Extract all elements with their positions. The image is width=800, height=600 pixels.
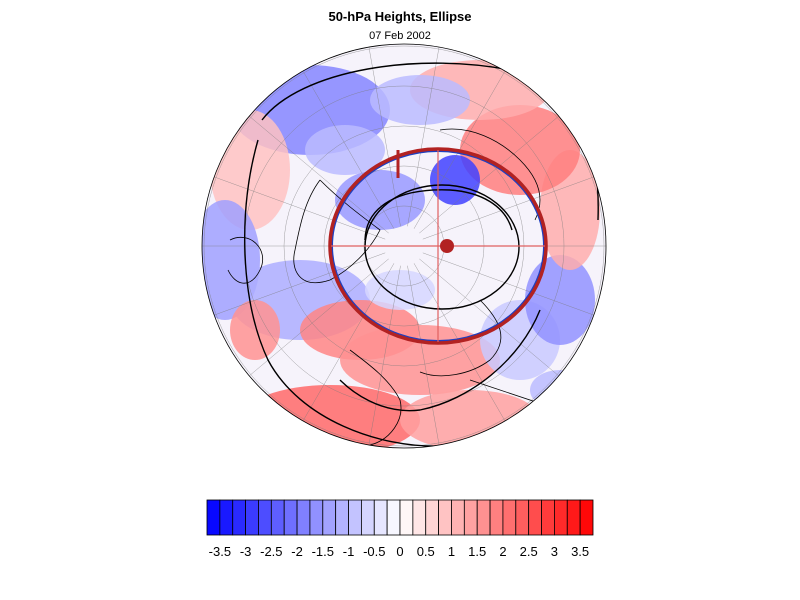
colorbar-tick-label: 3 xyxy=(551,544,558,559)
polar-map xyxy=(201,43,607,449)
colorbar-tick-label: 2 xyxy=(499,544,506,559)
colorbar-swatch xyxy=(360,499,375,536)
vortex-ellipse xyxy=(328,147,548,345)
colorbar-swatch xyxy=(412,499,427,536)
colorbar-swatch xyxy=(579,499,594,536)
map-boundary xyxy=(201,43,607,449)
anomaly-region xyxy=(230,300,280,360)
colorbar-swatch xyxy=(438,499,452,536)
colorbar-swatch xyxy=(502,499,517,536)
colorbar-swatch xyxy=(489,499,504,536)
colorbar-swatch xyxy=(386,499,401,536)
colorbar-swatch xyxy=(399,499,414,536)
colorbar-swatch xyxy=(245,499,259,536)
colorbar-swatch xyxy=(515,499,530,536)
colorbar-swatch xyxy=(528,499,542,536)
colorbar-swatches xyxy=(206,499,594,536)
colorbar-swatch xyxy=(232,499,246,536)
colorbar-swatch xyxy=(554,499,568,536)
colorbar-tick-label: 1.5 xyxy=(468,544,486,559)
colorbar-swatch xyxy=(258,499,272,536)
colorbar-tick-label: 0.5 xyxy=(417,544,435,559)
colorbar-swatch xyxy=(270,499,285,536)
colorbar-tick-label: -1.5 xyxy=(312,544,334,559)
colorbar-swatch xyxy=(219,499,234,536)
colorbar-tick-label: -2 xyxy=(291,544,303,559)
map-date: 07 Feb 2002 xyxy=(369,30,431,42)
anomaly-region xyxy=(370,75,470,125)
colorbar-tick-label: -3 xyxy=(240,544,252,559)
anomaly-region xyxy=(525,255,595,345)
map-title: 50-hPa Heights, Ellipse xyxy=(328,9,472,24)
anomaly-region xyxy=(460,105,580,195)
colorbar-swatch xyxy=(296,499,311,536)
anomaly-field xyxy=(202,44,606,448)
colorbar-tick-label: 3.5 xyxy=(571,544,589,559)
colorbar-swatch xyxy=(322,499,337,536)
colorbar-tick-label: 2.5 xyxy=(520,544,538,559)
anomaly-region xyxy=(305,125,385,175)
colorbar-tick-label: 0 xyxy=(396,544,403,559)
colorbar-tick-labels: -3.5 -3 -2.5 -2 -1.5 -1 -0.5 0 0.5 1 1.5 2 2.5 3 3.5 xyxy=(209,544,590,559)
colorbar-swatch xyxy=(451,499,465,536)
colorbar-swatch xyxy=(348,499,362,536)
colorbar-tick-label: -2.5 xyxy=(260,544,282,559)
colorbar-tick-label: 1 xyxy=(448,544,455,559)
colorbar-tick-label: -1 xyxy=(343,544,355,559)
colorbar-swatch xyxy=(566,499,581,536)
colorbar-swatch xyxy=(309,499,324,536)
colorbar-tick-label: -3.5 xyxy=(209,544,231,559)
colorbar-swatch xyxy=(206,499,221,536)
colorbar-swatch xyxy=(335,499,349,536)
colorbar-swatch xyxy=(425,499,440,536)
ellipse-centroid xyxy=(440,239,454,253)
colorbar-tick-label: -0.5 xyxy=(363,544,385,559)
colorbar-swatch xyxy=(283,499,298,536)
colorbar-swatch xyxy=(463,499,478,536)
colorbar-swatch xyxy=(541,499,555,536)
colorbar-swatch xyxy=(373,499,388,536)
colorbar-swatch xyxy=(476,499,491,536)
